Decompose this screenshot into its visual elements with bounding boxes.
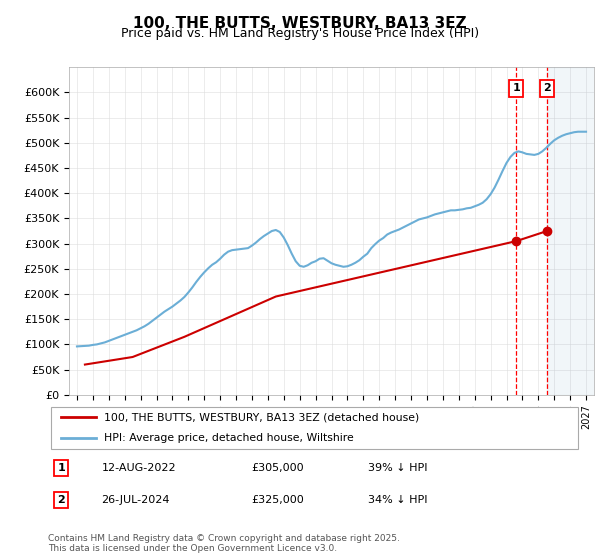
Text: £325,000: £325,000 [251,495,304,505]
Text: Contains HM Land Registry data © Crown copyright and database right 2025.
This d: Contains HM Land Registry data © Crown c… [48,534,400,553]
Text: HPI: Average price, detached house, Wiltshire: HPI: Average price, detached house, Wilt… [104,433,354,444]
Text: 39% ↓ HPI: 39% ↓ HPI [368,463,428,473]
Text: 2: 2 [543,83,551,94]
Text: Price paid vs. HM Land Registry's House Price Index (HPI): Price paid vs. HM Land Registry's House … [121,27,479,40]
Text: 2: 2 [58,495,65,505]
Text: 34% ↓ HPI: 34% ↓ HPI [368,495,428,505]
Text: 100, THE BUTTS, WESTBURY, BA13 3EZ (detached house): 100, THE BUTTS, WESTBURY, BA13 3EZ (deta… [104,412,419,422]
Text: 26-JUL-2024: 26-JUL-2024 [101,495,170,505]
Text: 12-AUG-2022: 12-AUG-2022 [101,463,176,473]
FancyBboxPatch shape [50,407,578,449]
Bar [547,67,596,395]
Text: £305,000: £305,000 [251,463,304,473]
Text: 1: 1 [512,83,520,94]
Text: 1: 1 [58,463,65,473]
Text: 100, THE BUTTS, WESTBURY, BA13 3EZ: 100, THE BUTTS, WESTBURY, BA13 3EZ [133,16,467,31]
